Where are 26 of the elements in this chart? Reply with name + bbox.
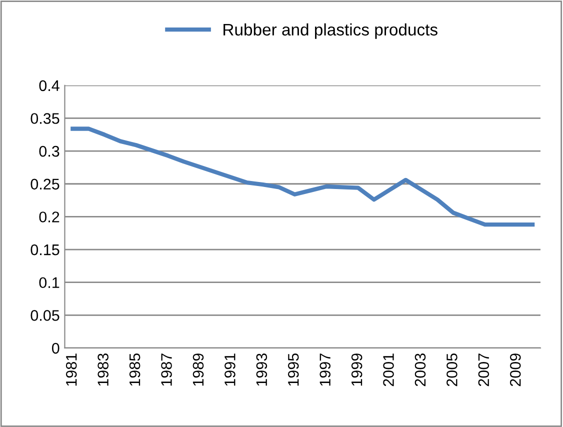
y-tick-label: 0.25 — [30, 178, 60, 190]
x-tick-label: 2007 — [478, 354, 490, 386]
x-tick-label: 1985 — [129, 354, 140, 386]
y-tick-label: 0.1 — [39, 277, 60, 288]
x-tick-label: 1987 — [161, 354, 172, 386]
line-series — [70, 126, 535, 227]
x-tick-label: 1983 — [98, 354, 108, 386]
x-tick-label: 1999 — [351, 354, 362, 386]
y-tick-label: 0.35 — [30, 113, 60, 124]
legend-label: Rubber and plastics products — [224, 23, 438, 39]
y-tick-label: 0.3 — [39, 146, 60, 157]
x-tick-label: 1997 — [320, 354, 330, 386]
x-tick-label: 2001 — [383, 354, 394, 386]
y-tick-label: 0.15 — [30, 244, 60, 256]
y-tick-label: 0.05 — [30, 310, 60, 321]
x-tick-label: 1981 — [66, 354, 77, 386]
x-tick-label: 1991 — [224, 354, 236, 386]
y-tick-label: 0.4 — [39, 80, 60, 92]
x-tick-label: 2003 — [414, 354, 426, 386]
x-tick-label: 1995 — [288, 354, 299, 386]
x-tick-label: 2005 — [446, 354, 458, 386]
y-tick-label: 0 — [52, 342, 60, 354]
y-tick-label: 0.2 — [39, 212, 60, 222]
x-tick-label: 1993 — [256, 354, 268, 386]
x-tick-label: 1989 — [192, 354, 204, 386]
x-tick-label: 2009 — [510, 354, 521, 386]
